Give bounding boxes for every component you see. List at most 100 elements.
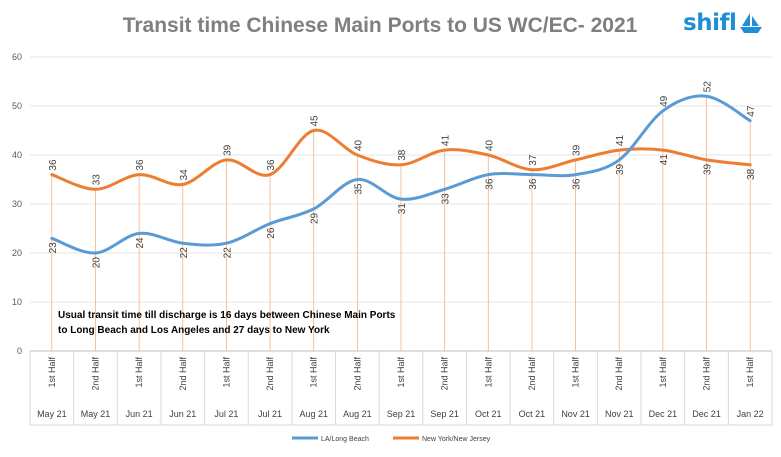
data-label: 36 (572, 178, 583, 190)
x-month-label: Oct 21 (475, 409, 502, 419)
data-label: 41 (441, 135, 452, 147)
x-month-label: Jun 21 (126, 409, 153, 419)
data-label: 20 (91, 257, 102, 269)
x-month-label: Dec 21 (692, 409, 721, 419)
data-label: 22 (222, 247, 233, 259)
y-tick-label: 0 (17, 346, 22, 356)
annotation-line-2: to Long Beach and Los Angeles and 27 day… (58, 325, 330, 336)
chart-title: Transit time Chinese Main Ports to US WC… (122, 14, 638, 37)
data-point-la-long-beach (138, 232, 141, 235)
data-label: 33 (441, 193, 452, 205)
data-label: 41 (659, 154, 670, 166)
data-point-la-long-beach (530, 173, 533, 176)
x-month-label: Sep 21 (387, 409, 416, 419)
data-point-la-long-beach (705, 95, 708, 98)
x-month-label: Jul 21 (214, 409, 238, 419)
data-point-la-long-beach (661, 109, 664, 112)
data-label: 40 (484, 139, 495, 151)
data-label: 36 (48, 159, 59, 171)
data-label: 36 (266, 159, 277, 171)
x-tick-label: 2nd Half (702, 357, 712, 391)
data-point-la-long-beach (94, 252, 97, 255)
y-tick-label: 50 (12, 101, 22, 111)
x-month-label: Nov 21 (605, 409, 634, 419)
data-point-new-york-new-jersey (443, 149, 446, 152)
data-point-new-york-new-jersey (138, 173, 141, 176)
data-label: 35 (353, 183, 364, 195)
data-label: 29 (310, 212, 321, 224)
data-point-la-long-beach (574, 173, 577, 176)
x-tick-label: 1st Half (483, 357, 493, 388)
data-point-new-york-new-jersey (400, 163, 403, 166)
data-label: 22 (179, 247, 190, 259)
data-point-la-long-beach (269, 222, 272, 225)
data-point-new-york-new-jersey (618, 149, 621, 152)
y-tick-label: 10 (12, 297, 22, 307)
data-label: 41 (615, 135, 626, 147)
data-label: 24 (135, 237, 146, 249)
x-month-label: Nov 21 (561, 409, 590, 419)
data-label: 38 (746, 168, 757, 180)
x-tick-label: 1st Half (571, 357, 581, 388)
data-point-la-long-beach (356, 178, 359, 181)
data-label: 39 (222, 144, 233, 156)
data-label: 38 (397, 149, 408, 161)
x-month-label: Jan 22 (737, 409, 764, 419)
shifl-logo: shifl (683, 10, 766, 36)
x-tick-label: 2nd Half (527, 357, 537, 391)
y-tick-label: 20 (12, 248, 22, 258)
logo-text: shifl (683, 10, 737, 36)
data-point-new-york-new-jersey (181, 183, 184, 186)
data-point-new-york-new-jersey (225, 158, 228, 161)
data-label: 47 (746, 105, 757, 117)
data-point-la-long-beach (312, 207, 315, 210)
data-point-new-york-new-jersey (661, 149, 664, 152)
data-label: 49 (659, 95, 670, 107)
x-tick-label: 1st Half (221, 357, 231, 388)
series-line-la-long-beach (50, 94, 752, 255)
data-label: 45 (310, 115, 321, 127)
x-tick-label: 2nd Half (90, 357, 100, 391)
x-tick-label: 1st Half (745, 357, 755, 388)
x-tick-label: 1st Half (134, 357, 144, 388)
data-label: 31 (397, 203, 408, 215)
data-point-la-long-beach (443, 188, 446, 191)
x-month-label: Jun 21 (169, 409, 196, 419)
x-month-label: Aug 21 (299, 409, 328, 419)
data-label: 36 (528, 178, 539, 190)
data-point-la-long-beach (400, 198, 403, 201)
x-tick-label: 1st Half (47, 357, 57, 388)
data-point-new-york-new-jersey (312, 129, 315, 132)
x-month-label: Jul 21 (258, 409, 282, 419)
data-point-new-york-new-jersey (705, 158, 708, 161)
x-tick-label: 1st Half (309, 357, 319, 388)
data-point-la-long-beach (225, 242, 228, 245)
x-tick-label: 2nd Half (614, 357, 624, 391)
data-label: 39 (615, 163, 626, 175)
data-point-new-york-new-jersey (269, 173, 272, 176)
data-point-new-york-new-jersey (574, 158, 577, 161)
data-label: 36 (135, 159, 146, 171)
x-month-label: Oct 21 (519, 409, 546, 419)
data-label: 33 (91, 174, 102, 186)
data-label: 34 (179, 169, 190, 181)
x-month-label: May 21 (81, 409, 111, 419)
data-point-new-york-new-jersey (356, 154, 359, 157)
legend-label-new-york-new-jersey: New York/New Jersey (422, 436, 491, 443)
y-tick-label: 60 (12, 52, 22, 62)
data-point-new-york-new-jersey (530, 168, 533, 171)
x-tick-label: 1st Half (396, 357, 406, 388)
data-label: 23 (48, 242, 59, 254)
data-label: 37 (528, 154, 539, 166)
data-label: 52 (703, 81, 714, 93)
x-month-label: Aug 21 (343, 409, 372, 419)
x-month-label: Sep 21 (430, 409, 459, 419)
legend-label-la-long-beach: LA/Long Beach (321, 436, 369, 443)
data-point-la-long-beach (181, 242, 184, 245)
x-tick-label: 2nd Half (265, 357, 275, 391)
x-month-label: May 21 (37, 409, 67, 419)
data-point-la-long-beach (50, 237, 53, 240)
data-label: 36 (484, 178, 495, 190)
x-tick-label: 2nd Half (352, 357, 362, 391)
